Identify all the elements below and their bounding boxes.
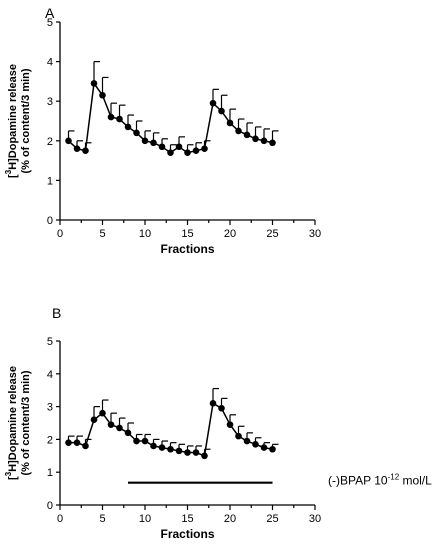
data-point [150, 442, 157, 450]
y-axis-label: [3H]Dopamine release [4, 64, 19, 178]
data-point [209, 99, 217, 107]
data-point [260, 444, 268, 451]
data-point [252, 441, 259, 448]
x-tick-label: 20 [224, 228, 236, 240]
data-point [90, 416, 98, 424]
treatment-label-sup: -12 [388, 472, 400, 481]
data-point [184, 449, 191, 456]
y-tick-label: 3 [47, 96, 53, 108]
y-axis-label-pre: [ [7, 174, 19, 178]
panel-label: B [52, 305, 61, 321]
data-point [260, 137, 268, 145]
data-point [218, 404, 225, 412]
data-point [141, 137, 149, 145]
y-tick-label: 5 [47, 336, 53, 348]
x-tick-label: 10 [139, 513, 151, 525]
data-point [209, 400, 217, 407]
data-point [269, 139, 276, 147]
data-point [124, 429, 132, 437]
data-point [158, 143, 166, 151]
x-tick-label: 20 [224, 513, 236, 525]
y-tick-label: 0 [47, 500, 53, 512]
data-point [218, 107, 225, 115]
x-tick-label: 25 [266, 513, 278, 525]
data-point [82, 442, 89, 450]
y-axis-label-sup: 3 [4, 471, 13, 476]
data-point [252, 135, 259, 143]
x-tick-label: 10 [139, 228, 151, 240]
data-point [116, 424, 123, 432]
data-point [192, 449, 200, 456]
series-line [67, 81, 273, 154]
data-point [82, 147, 89, 154]
data-point [175, 143, 183, 151]
y-tick-label: 1 [47, 467, 53, 479]
y-axis-label: [3H]Dopamine release [4, 366, 19, 480]
y-tick-label: 1 [47, 175, 53, 187]
y-tick-label: 5 [47, 17, 53, 29]
data-point [133, 129, 140, 137]
panel-label: A [45, 5, 55, 21]
data-point [65, 137, 72, 145]
y-axis-label-sup: 3 [4, 169, 13, 174]
data-point [226, 421, 234, 428]
data-point [192, 147, 200, 154]
data-point [99, 91, 106, 99]
x-tick-label: 5 [99, 513, 105, 525]
x-tick-label: 0 [57, 228, 63, 240]
y-tick-label: 4 [47, 369, 53, 381]
x-tick-label: 5 [99, 228, 105, 240]
data-point [235, 127, 242, 135]
data-point [167, 445, 174, 453]
data-point [133, 437, 140, 445]
y-tick-label: 0 [47, 215, 53, 227]
data-point [235, 432, 242, 440]
y-axis-label-line2: (% of content/3 min) [20, 370, 32, 475]
treatment-label: (-)BPAP 10-12 mol/L [328, 472, 432, 487]
y-axis-label-main: H]Dopamine release [7, 366, 19, 472]
data-point [150, 139, 157, 147]
x-tick-label: 30 [309, 513, 321, 525]
data-point [99, 409, 106, 417]
data-point [124, 123, 132, 131]
data-point [73, 439, 81, 446]
data-point [184, 149, 191, 156]
data-point [201, 145, 208, 153]
x-tick-label: 15 [181, 228, 193, 240]
data-point [141, 437, 149, 445]
x-tick-label: 0 [57, 513, 63, 525]
data-point [107, 421, 115, 428]
data-point [269, 445, 276, 453]
data-point [243, 437, 251, 445]
y-axis-label-line2: (% of content/3 min) [20, 68, 32, 173]
y-tick-label: 2 [47, 136, 53, 148]
data-point [226, 119, 234, 127]
treatment-label-pre: (-)BPAP 10 [328, 473, 388, 487]
data-point [158, 444, 166, 451]
x-tick-label: 30 [309, 228, 321, 240]
data-point [116, 115, 123, 123]
data-point [175, 447, 183, 455]
y-axis-label-pre: [ [7, 476, 19, 480]
y-tick-label: 2 [47, 434, 53, 446]
y-tick-label: 3 [47, 402, 53, 414]
x-tick-label: 25 [266, 228, 278, 240]
data-point [73, 145, 81, 153]
data-point [107, 113, 115, 121]
y-tick-label: 4 [47, 57, 53, 69]
treatment-label-post: mol/L [399, 473, 432, 487]
x-tick-label: 15 [181, 513, 193, 525]
data-point [90, 80, 98, 87]
data-point [167, 149, 174, 156]
x-axis-label: Fractions [160, 527, 214, 541]
data-point [201, 452, 208, 460]
y-axis-label-main: H]Dopamine release [7, 64, 19, 170]
x-axis-label: Fractions [160, 242, 214, 256]
data-point [65, 439, 72, 446]
data-point [243, 131, 251, 139]
